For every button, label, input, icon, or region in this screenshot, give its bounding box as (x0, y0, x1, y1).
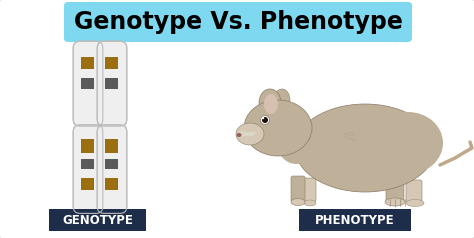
Bar (82, 178, 94, 190)
Ellipse shape (406, 199, 424, 207)
Bar (82, 139, 94, 153)
FancyBboxPatch shape (49, 209, 146, 231)
Ellipse shape (244, 100, 312, 156)
Ellipse shape (295, 104, 435, 192)
FancyBboxPatch shape (386, 178, 404, 202)
FancyBboxPatch shape (406, 180, 422, 202)
Ellipse shape (276, 116, 316, 164)
FancyBboxPatch shape (299, 209, 411, 231)
FancyBboxPatch shape (73, 41, 103, 126)
Bar (106, 57, 118, 69)
Bar (82, 57, 94, 69)
Text: GENOTYPE: GENOTYPE (62, 213, 133, 227)
Bar (106, 78, 118, 89)
Bar (106, 178, 118, 190)
Ellipse shape (373, 112, 443, 174)
FancyBboxPatch shape (303, 178, 316, 202)
Ellipse shape (304, 200, 316, 206)
Ellipse shape (262, 117, 268, 123)
Bar (82, 159, 94, 169)
Ellipse shape (385, 198, 405, 206)
Text: PHENOTYPE: PHENOTYPE (315, 213, 395, 227)
Ellipse shape (274, 89, 290, 111)
FancyBboxPatch shape (97, 125, 127, 213)
FancyBboxPatch shape (97, 41, 127, 126)
Ellipse shape (262, 117, 264, 119)
Ellipse shape (291, 198, 305, 205)
Bar (106, 159, 118, 169)
FancyBboxPatch shape (64, 2, 412, 42)
FancyBboxPatch shape (291, 176, 305, 202)
Text: Genotype Vs. Phenotype: Genotype Vs. Phenotype (73, 10, 402, 34)
Ellipse shape (236, 123, 264, 145)
Ellipse shape (261, 115, 270, 124)
Bar (82, 78, 94, 89)
Ellipse shape (264, 94, 278, 114)
Ellipse shape (237, 133, 241, 137)
Bar (106, 139, 118, 153)
Ellipse shape (259, 89, 281, 117)
FancyBboxPatch shape (73, 125, 103, 213)
